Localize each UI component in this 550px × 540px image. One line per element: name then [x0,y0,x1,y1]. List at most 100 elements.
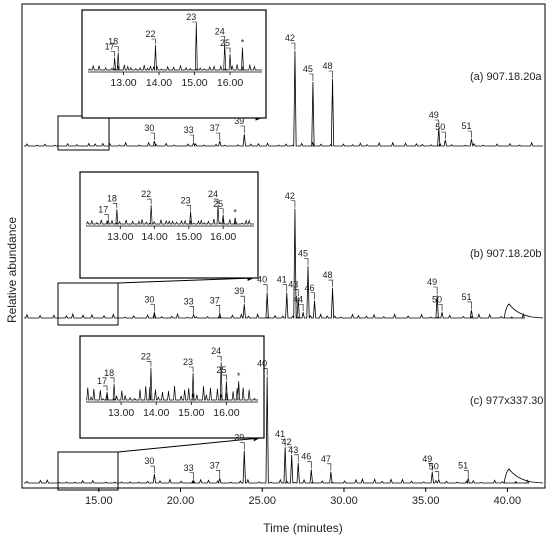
inset-peak-label: * [241,38,245,48]
peak-label: 51 [461,292,471,302]
inset-peak-label: 17 [97,376,107,386]
inset-peak-label: 18 [104,368,114,378]
peak-leader-line [299,303,304,312]
inset-peak-leader [112,203,118,209]
series-label: (b) 907.18.20b [470,248,542,260]
peak-leader-line [433,286,438,294]
peak-label: 30 [144,294,154,304]
zoom-arrow [117,277,255,284]
peak-leader-line [263,368,268,376]
peak-label: 33 [184,125,194,135]
x-tick-label: 40.00 [494,495,522,507]
peak-leader-line [467,130,472,138]
peak-leader-line [467,301,472,309]
peak-label: 45 [298,248,308,258]
peak-leader-line [215,470,221,478]
inset-peak-label: 23 [181,195,191,205]
peak-leader-line [287,446,292,454]
peak-label: 37 [210,461,220,471]
peak-label: 50 [429,462,439,472]
inset-tick-label: 14.00 [146,77,172,89]
peak-label: 49 [429,110,439,120]
chromatogram-trace [24,208,544,319]
peak-label: 51 [461,121,471,131]
inset-peak-label: 25 [213,199,223,209]
inset-peak-leader [192,21,197,23]
peak-label: 39 [234,116,244,126]
peak-label: 42 [285,33,295,43]
peak-leader-line [294,454,299,462]
inset-peak-label: 22 [145,29,155,39]
peak-leader-line [326,463,332,471]
peak-label: 43 [288,279,298,289]
peak-label: 44 [293,294,303,304]
inset-peak-leader [219,208,224,214]
peak-leader-line [434,471,440,479]
inset-peak-label: 24 [215,27,225,37]
peak-leader-line [304,257,309,266]
peak-leader-line [428,463,433,471]
peak-label: 41 [277,275,287,285]
peak-label: 50 [432,294,442,304]
inset-tick-label: 16.00 [213,407,239,419]
x-tick-label: 35.00 [412,495,440,507]
inset-peak-leader [110,377,115,383]
inset-peak-label: 25 [220,38,230,48]
peak-leader-line [310,292,315,300]
inset-peak-leader [214,198,219,205]
chromatogram-trace [24,50,543,147]
inset-peak-label: 22 [141,189,151,199]
peak-label: 39 [234,286,244,296]
peak-leader-line [150,303,155,312]
peak-leader-line [290,200,296,208]
peak-leader-line [438,303,443,312]
inset-peak-label: 17 [98,205,108,215]
zoom-region-box [57,451,119,491]
inset-tick-label: 15.00 [178,407,204,419]
inset-peak-leader [147,198,152,205]
x-tick-label: 25.00 [248,495,276,507]
inset-tick-label: 13.00 [110,77,136,89]
peak-leader-line [150,132,155,140]
inset-peak-label: 22 [141,352,151,362]
peak-leader-line [240,295,245,304]
x-tick-label: 20.00 [167,495,195,507]
series-label: (c) 977x337.30 [470,395,543,407]
peak-label: 51 [458,461,468,471]
inset-tick-label: 16.00 [210,231,236,243]
peak-label: 42 [285,191,295,201]
inset-trace [88,22,262,71]
x-tick-label: 15.00 [85,495,113,507]
peak-label: 42 [282,437,292,447]
inset-peak-leader [226,47,231,53]
peak-label: 30 [144,123,154,133]
peak-leader-line [294,288,299,297]
inset-peak-label: 24 [208,189,218,199]
peak-label: 48 [323,61,333,71]
peak-label: 33 [184,297,194,307]
inset-tick-label: 14.00 [141,231,167,243]
x-tick-label: 30.00 [330,495,358,507]
inset-trace [86,205,254,225]
peak-leader-line [434,119,440,127]
peak-leader-line [290,42,296,50]
series-label: (a) 907.18.20a [470,71,542,83]
zoom-region-box [57,282,119,326]
x-axis-label: Time (minutes) [263,521,343,535]
inset-peak-leader [222,374,227,381]
peak-label: 49 [422,454,432,464]
inset-peak-leader [110,51,115,57]
inset-peak-label: 24 [211,346,221,356]
peak-leader-line [441,131,446,139]
peak-leader-line [282,284,288,292]
inset-peak-label: * [233,208,237,218]
peak-leader-line [150,465,155,474]
inset-box [81,9,267,119]
peak-leader-line [240,125,245,133]
chromatogram-trace [24,376,544,484]
inset-peak-leader [151,38,156,44]
peak-leader-line [189,472,194,480]
peak-leader-line [189,134,194,142]
